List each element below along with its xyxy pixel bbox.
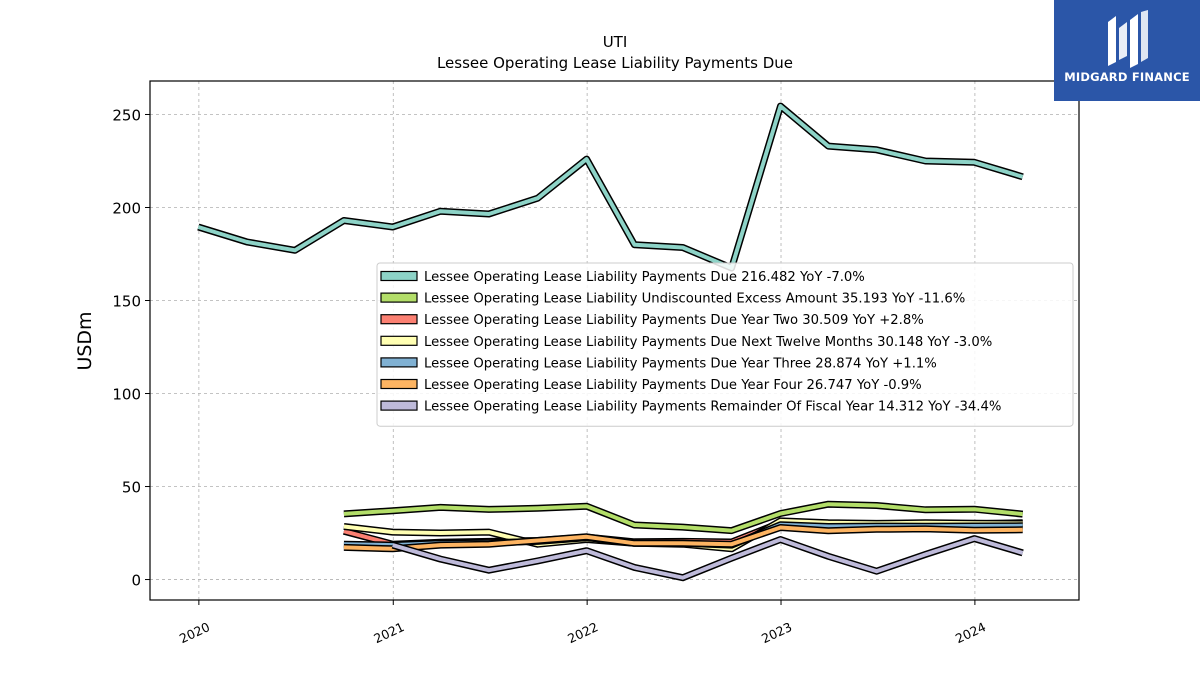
series-line-6	[392, 536, 1024, 580]
legend-swatch	[380, 314, 418, 325]
chart-title: UTI	[603, 33, 628, 51]
series-lines	[197, 102, 1024, 582]
x-tick-label: 2021	[371, 619, 406, 646]
chart-subtitle: Lessee Operating Lease Liability Payment…	[437, 54, 793, 72]
legend-label: Lessee Operating Lease Liability Payment…	[424, 270, 865, 285]
y-tick-label: 200	[112, 199, 141, 217]
legend-label: Lessee Operating Lease Liability Payment…	[424, 313, 924, 328]
legend-swatch	[380, 400, 418, 411]
series-line-0	[197, 104, 1024, 270]
legend-swatch	[380, 335, 418, 346]
y-tick-label: 0	[131, 572, 141, 590]
y-tick-label: 100	[112, 386, 141, 404]
x-tick-label: 2024	[953, 619, 988, 646]
legend: Lessee Operating Lease Liability Payment…	[376, 262, 1074, 427]
legend-label: Lessee Operating Lease Liability Payment…	[424, 335, 992, 350]
legend-swatch	[380, 292, 418, 303]
y-tick-label: 150	[112, 293, 141, 311]
y-tick-label: 50	[122, 479, 141, 497]
legend-label: Lessee Operating Lease Liability Payment…	[424, 378, 922, 393]
legend-swatch	[380, 378, 418, 390]
brand-logo: MIDGARD FINANCE	[1054, 0, 1200, 101]
y-tick-label: 250	[112, 106, 141, 124]
x-tick-label: 2023	[759, 619, 794, 646]
series-line-5	[343, 525, 1023, 551]
x-tick-label: 2022	[565, 619, 600, 646]
series-outline-0	[197, 102, 1024, 272]
legend-label: Lessee Operating Lease Liability Undisco…	[424, 292, 965, 307]
legend-box	[376, 262, 1074, 427]
y-axis-label: USDm	[74, 311, 96, 370]
legend-swatch	[380, 270, 418, 282]
legend-label: Lessee Operating Lease Liability Payment…	[424, 356, 937, 371]
legend-swatch	[380, 357, 418, 368]
brand-name: MIDGARD FINANCE	[1064, 70, 1190, 84]
legend-label: Lessee Operating Lease Liability Payment…	[424, 400, 1001, 415]
plot-frame	[149, 80, 1080, 601]
x-tick-label: 2020	[177, 619, 212, 646]
series-line-1	[343, 502, 1023, 533]
midgard-m-logo-icon	[1108, 10, 1148, 68]
